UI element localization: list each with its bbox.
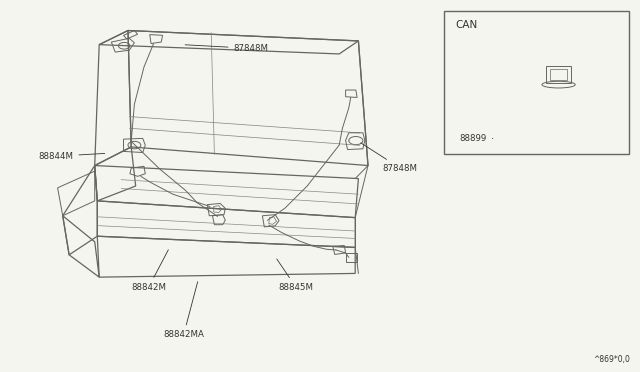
Text: 88845M: 88845M (276, 259, 314, 292)
Text: ^869*0,0: ^869*0,0 (593, 355, 630, 364)
Bar (444, 11, 629, 154)
Text: CAN: CAN (455, 20, 477, 31)
Text: 87848M: 87848M (361, 143, 418, 173)
Text: 88844M: 88844M (38, 152, 105, 161)
Text: 88842M: 88842M (131, 250, 168, 292)
Text: 87848M: 87848M (185, 44, 269, 53)
Text: 88899: 88899 (460, 134, 493, 143)
Text: 88842MA: 88842MA (163, 282, 204, 339)
